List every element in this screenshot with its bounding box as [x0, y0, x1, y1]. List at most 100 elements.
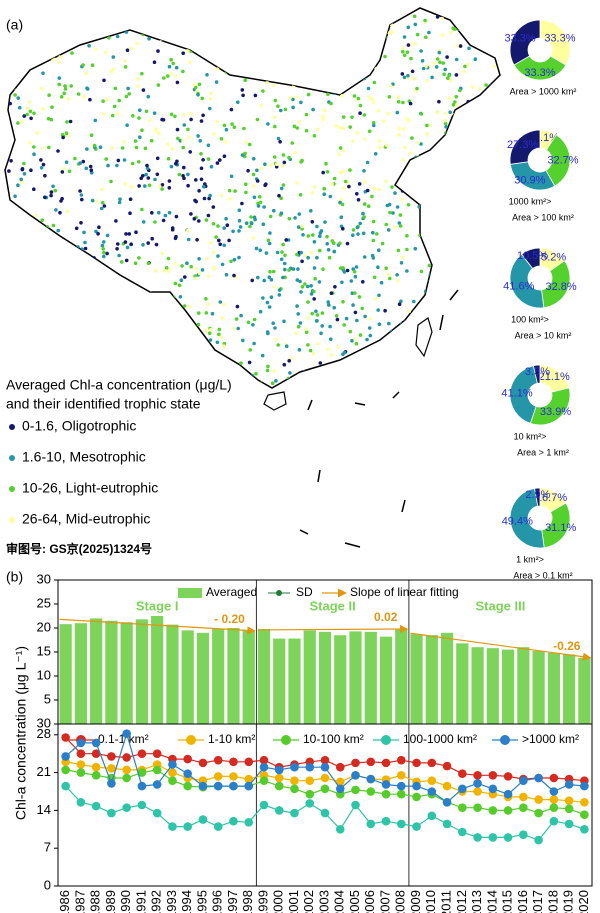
series-point: [549, 773, 559, 783]
map-dot: [332, 31, 336, 36]
map-dot: [481, 153, 485, 157]
map-dot: [191, 15, 196, 20]
map-dot: [89, 133, 94, 137]
map-dot: [104, 157, 108, 161]
pie-slice: [539, 19, 571, 66]
bar: [166, 624, 179, 724]
map-dot: [276, 47, 280, 51]
series-point: [107, 763, 116, 773]
map-dot: [273, 326, 277, 330]
map-dot: [103, 284, 108, 289]
map-dot: [218, 242, 222, 247]
map-dot: [282, 261, 287, 266]
y-tick-label: 14: [37, 802, 51, 817]
map-dot: [190, 28, 194, 32]
map-dot: [326, 92, 330, 96]
series-point: [320, 773, 330, 783]
map-dot: [411, 378, 415, 382]
map-dot: [229, 174, 234, 179]
map-dot: [451, 103, 456, 107]
map-dot: [312, 289, 316, 294]
series-point: [427, 758, 437, 768]
map-dot: [260, 353, 265, 358]
map-dot: [498, 374, 500, 378]
map-dot: [268, 270, 272, 274]
map-dot: [375, 232, 379, 236]
series-point: [76, 798, 86, 807]
map-dot: [92, 143, 97, 148]
map-dot: [39, 166, 44, 170]
map-dot: [297, 348, 302, 352]
island: [415, 317, 433, 358]
series-point: [107, 808, 116, 818]
map-dot: [46, 47, 50, 52]
map-dot: [137, 256, 141, 260]
map-dot: [218, 56, 223, 60]
map-dot: [225, 223, 230, 227]
map-dot: [438, 240, 442, 244]
series-point: [244, 781, 254, 791]
map-dot: [170, 146, 175, 151]
map-dot: [29, 116, 33, 121]
map-dot: [32, 111, 36, 116]
slice-label: 33.3%: [504, 32, 535, 44]
map-dot: [85, 147, 89, 151]
map-dot: [482, 347, 486, 352]
map-dot: [316, 342, 320, 346]
map-dot: [197, 257, 201, 261]
map-dot: [185, 228, 190, 233]
map-dot: [147, 36, 151, 41]
map-dot: [372, 275, 377, 280]
pie-slice: [529, 387, 571, 426]
map-dot: [199, 14, 204, 19]
map-dot: [267, 275, 272, 280]
y-tick-label: 0: [44, 877, 51, 892]
map-dot: [348, 168, 352, 172]
map-dot: [182, 304, 187, 308]
series-point: [305, 789, 315, 799]
map-dot: [217, 327, 222, 332]
map-dot: [311, 351, 316, 356]
map-dot: [66, 261, 71, 265]
map-dot: [103, 11, 108, 15]
map-dot: [140, 128, 144, 132]
series-point: [91, 749, 101, 758]
map-dot: [321, 114, 325, 118]
map-dot: [287, 216, 292, 221]
map-dot: [90, 352, 95, 357]
map-dot: [326, 248, 331, 252]
map-dot: [262, 278, 267, 283]
map-dot: [163, 213, 168, 218]
pie-slice: [509, 365, 538, 424]
map-dot: [420, 305, 425, 309]
map-dot: [454, 73, 459, 77]
map-dot: [51, 223, 56, 228]
map-dot: [101, 247, 105, 251]
series-point: [229, 781, 238, 791]
stage-label: Stage II: [310, 598, 356, 613]
map-dot: [337, 152, 342, 157]
map-dot: [60, 45, 65, 49]
map-dot: [319, 331, 323, 336]
map-dot: [478, 345, 482, 349]
map-dot: [175, 32, 180, 37]
map-dot: [336, 345, 341, 349]
map-dot: [438, 60, 442, 65]
map-dot: [340, 280, 344, 285]
map-dot: [29, 302, 33, 307]
map-dot: [116, 297, 121, 302]
map-dot: [267, 16, 272, 21]
map-dot: [20, 119, 24, 124]
map-dot: [54, 208, 58, 212]
map-dot: [246, 168, 250, 173]
map-dot: [383, 308, 387, 313]
series-point: [396, 789, 406, 799]
slice-label: 3.5%: [525, 366, 550, 378]
map-dot: [365, 188, 370, 193]
map-dot: [206, 302, 211, 307]
map-dot: [117, 98, 121, 103]
map-dot: [111, 369, 115, 373]
map-dot: [396, 100, 401, 104]
map-dot: [490, 178, 495, 183]
map-dot: [5, 243, 8, 248]
